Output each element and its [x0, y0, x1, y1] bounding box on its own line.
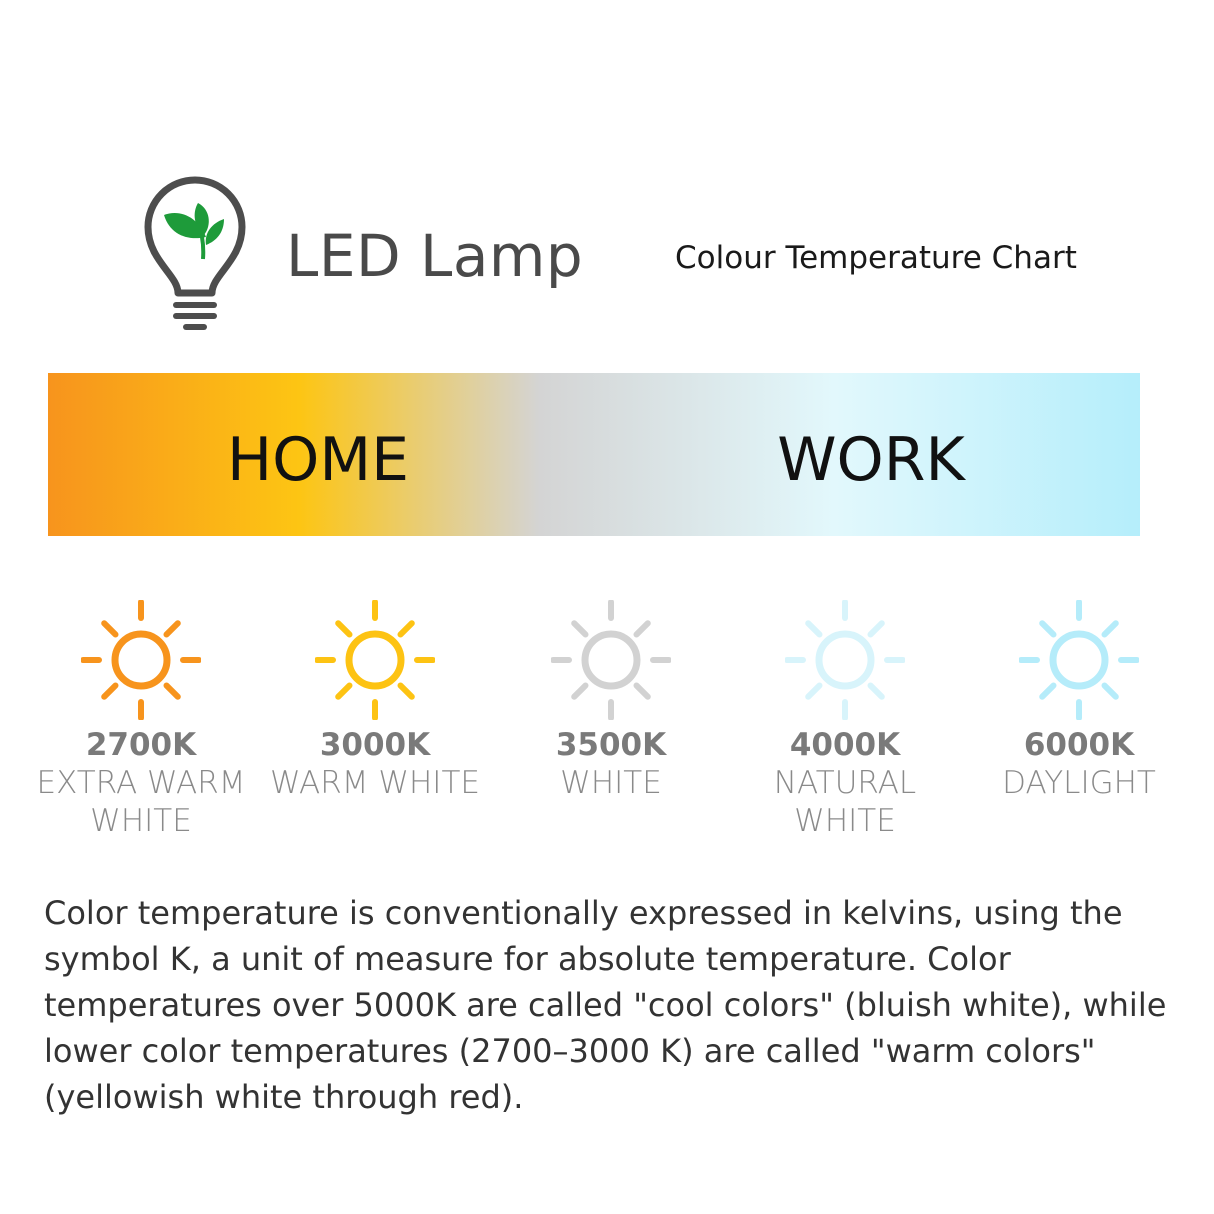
kelvin-value: 2700K	[85, 727, 197, 763]
kelvin-value: 3000K	[319, 727, 431, 763]
temperature-name: NATURAL WHITE	[773, 765, 917, 839]
temperature-name: EXTRA WARM WHITE	[36, 765, 246, 839]
page-subtitle: Colour Temperature Chart	[675, 240, 1077, 276]
kelvin-value: 3500K	[555, 727, 667, 763]
temperature-name: DAYLIGHT	[1002, 765, 1156, 801]
temperature-item: 4000K NATURAL WHITE	[730, 600, 960, 840]
temperature-name: WARM WHITE	[270, 765, 480, 801]
kelvin-value: 4000K	[789, 727, 901, 763]
page-title: LED Lamp	[286, 222, 584, 290]
temperature-item: 3500K WHITE	[496, 600, 726, 802]
work-label: WORK	[777, 425, 965, 495]
temperature-item: 6000K DAYLIGHT	[964, 600, 1194, 802]
kelvin-value: 6000K	[1023, 727, 1135, 763]
colour-gradient-bar	[48, 373, 1140, 536]
sun-icon	[551, 600, 671, 720]
sun-icon	[81, 600, 201, 720]
temperature-item: 2700K EXTRA WARM WHITE	[26, 600, 256, 840]
lightbulb-leaf-logo-icon	[144, 176, 246, 330]
temperature-item: 3000K WARM WHITE	[260, 600, 490, 802]
description-text: Color temperature is conventionally expr…	[44, 894, 1167, 1116]
sun-icon	[315, 600, 435, 720]
sun-icon	[785, 600, 905, 720]
sun-icon	[1019, 600, 1139, 720]
temperature-name: WHITE	[560, 765, 662, 801]
home-label: HOME	[226, 425, 410, 495]
